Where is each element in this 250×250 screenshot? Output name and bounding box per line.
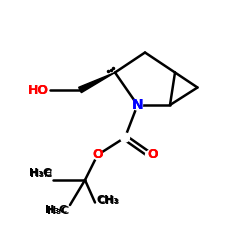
Text: N: N [132,98,143,112]
Text: N: N [132,98,143,112]
Circle shape [132,100,142,110]
Text: H₃C: H₃C [29,168,51,178]
Text: O: O [92,148,103,162]
Text: O: O [147,148,158,162]
Text: O: O [92,148,103,162]
Circle shape [120,133,130,142]
Text: H₃C: H₃C [45,205,68,215]
Text: H₃C: H₃C [46,206,69,216]
Text: HO: HO [28,84,49,96]
Circle shape [146,150,154,160]
Text: H₃C: H₃C [30,169,52,179]
Circle shape [93,150,102,160]
Text: HO: HO [28,84,49,96]
Text: O: O [147,148,158,162]
Text: CH₃: CH₃ [96,195,118,205]
Polygon shape [79,72,115,93]
Text: CH₃: CH₃ [98,196,120,206]
Text: H: H [44,169,52,179]
